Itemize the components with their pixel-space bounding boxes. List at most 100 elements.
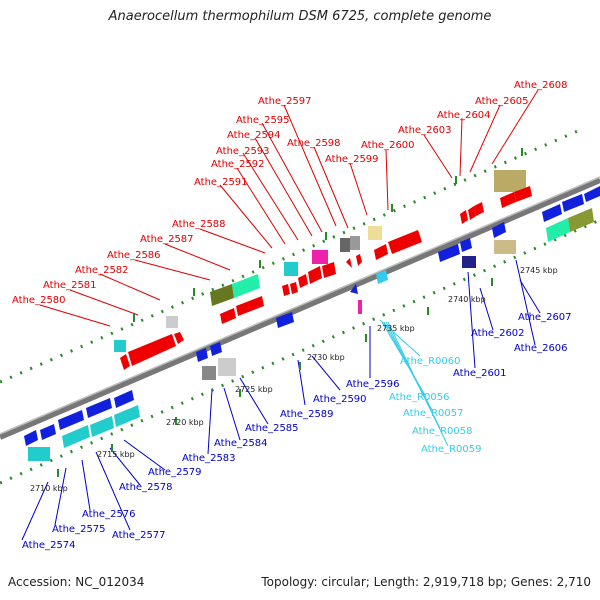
- gene-block: [218, 358, 236, 376]
- gene-arrow: [438, 244, 460, 262]
- gene-label: Athe_2595: [236, 115, 290, 126]
- gene-label: Athe_2605: [475, 96, 529, 107]
- rna-block: [358, 300, 362, 314]
- reverse-labels: Athe_2574 Athe_2575 Athe_2576 Athe_2577 …: [22, 312, 572, 551]
- rna-block: [90, 416, 114, 437]
- gene-arrow: [236, 296, 264, 316]
- forward-leader-lines: [39, 89, 539, 327]
- gene-label: Athe_2604: [437, 110, 491, 121]
- lower-scale-track: [0, 218, 600, 485]
- genome-backbone-highlight: [0, 176, 600, 435]
- scale-label: 2715 kbp: [97, 450, 135, 459]
- gene-label: Athe_2584: [214, 438, 268, 449]
- gene-arrow: [542, 204, 562, 222]
- reverse-leader-lines: [21, 259, 541, 541]
- rna-label: Athe_R0060: [400, 356, 460, 367]
- gene-arrow: [468, 206, 476, 220]
- rna-block: [114, 405, 140, 427]
- gene-arrow: [120, 354, 130, 370]
- gene-label: Athe_2602: [471, 328, 525, 339]
- gene-block: [494, 240, 516, 254]
- gene-arrow: [346, 258, 352, 268]
- rna-block: [376, 270, 388, 284]
- forward-labels: Athe_2580 Athe_2581 Athe_2582 Athe_2586 …: [12, 80, 568, 306]
- gene-arrow: [562, 194, 584, 212]
- gene-label: Athe_2587: [140, 234, 194, 245]
- genome-backbone: [0, 177, 600, 440]
- gene-block: [340, 238, 350, 252]
- gene-arrow: [388, 230, 422, 254]
- gene-arrow: [290, 282, 298, 294]
- scale-label: 2745 kbp: [520, 266, 558, 275]
- gene-arrow: [174, 332, 184, 344]
- reverse-genes: [24, 186, 600, 461]
- gene-arrow: [282, 284, 290, 296]
- scale-label: 2720 kbp: [166, 418, 204, 427]
- gene-arrow: [276, 312, 294, 328]
- gene-arrow: [460, 210, 468, 224]
- gene-block: [210, 284, 234, 306]
- gene-label: Athe_2593: [216, 146, 270, 157]
- gene-label: Athe_2592: [211, 159, 265, 170]
- gene-label: Athe_2590: [313, 394, 367, 405]
- gene-block: [368, 226, 382, 240]
- rna-block: [284, 262, 298, 276]
- gene-arrow: [500, 192, 516, 208]
- gene-label: Athe_2582: [75, 265, 129, 276]
- gene-label: Athe_2606: [514, 343, 568, 354]
- gene-label: Athe_2594: [227, 130, 281, 141]
- scale-label: 2735 kbp: [377, 324, 415, 333]
- gene-label: Athe_2579: [148, 467, 202, 478]
- gene-arrow: [460, 238, 472, 252]
- gene-arrow: [40, 424, 56, 440]
- rna-block: [28, 447, 50, 461]
- gene-arrow: [584, 186, 600, 202]
- scale-label: 2710 kbp: [30, 484, 68, 493]
- gene-arrow: [210, 342, 222, 356]
- gene-label: Athe_2578: [119, 482, 173, 493]
- rna-labels: Athe_R0060 Athe_R0056 Athe_R0057 Athe_R0…: [389, 356, 481, 455]
- gene-arrow: [196, 348, 208, 362]
- accession-text: Accession: NC_012034: [8, 575, 145, 589]
- rna-label: Athe_R0059: [421, 444, 481, 455]
- gene-block: [166, 316, 178, 328]
- genome-summary: Topology: circular; Length: 2,919,718 bp…: [261, 575, 591, 589]
- rna-label: Athe_R0056: [389, 392, 449, 403]
- gene-block: [568, 208, 594, 232]
- gene-arrow: [58, 410, 84, 430]
- gene-block: [350, 236, 360, 250]
- gene-label: Athe_2581: [43, 280, 97, 291]
- scale-label: 2730 kbp: [307, 353, 345, 362]
- scale-ticks: [57, 148, 523, 477]
- gene-label: Athe_2607: [518, 312, 572, 323]
- gene-label: Athe_2575: [52, 524, 106, 535]
- gene-arrow: [128, 334, 176, 366]
- gene-label: Athe_2585: [245, 423, 299, 434]
- map-title: Anaerocellum thermophilum DSM 6725, comp…: [108, 9, 492, 24]
- gene-arrow: [356, 254, 362, 266]
- gene-label: Athe_2588: [172, 219, 226, 230]
- gene-arrow: [298, 274, 308, 288]
- gene-label: Athe_2586: [107, 250, 161, 261]
- gene-label: Athe_2577: [112, 530, 166, 541]
- gene-block: [312, 250, 328, 264]
- gene-arrow: [322, 262, 336, 278]
- scale-labels: 2710 kbp 2715 kbp 2720 kbp 2725 kbp 2730…: [30, 266, 558, 493]
- gene-block: [462, 256, 476, 268]
- rna-leader-lines: [379, 319, 449, 447]
- rna-block: [546, 218, 570, 242]
- gene-label: Athe_2591: [194, 177, 248, 188]
- gene-arrow: [350, 284, 358, 294]
- gene-label: Athe_2599: [325, 154, 379, 165]
- gene-label: Athe_2589: [280, 409, 334, 420]
- gene-label: Athe_2596: [346, 379, 400, 390]
- gene-label: Athe_2603: [398, 125, 452, 136]
- scale-label: 2740 kbp: [448, 295, 486, 304]
- rna-block: [114, 340, 126, 352]
- forward-genes: [114, 170, 532, 370]
- gene-label: Athe_2598: [287, 138, 341, 149]
- gene-arrow: [220, 308, 236, 324]
- gene-label: Athe_2608: [514, 80, 568, 91]
